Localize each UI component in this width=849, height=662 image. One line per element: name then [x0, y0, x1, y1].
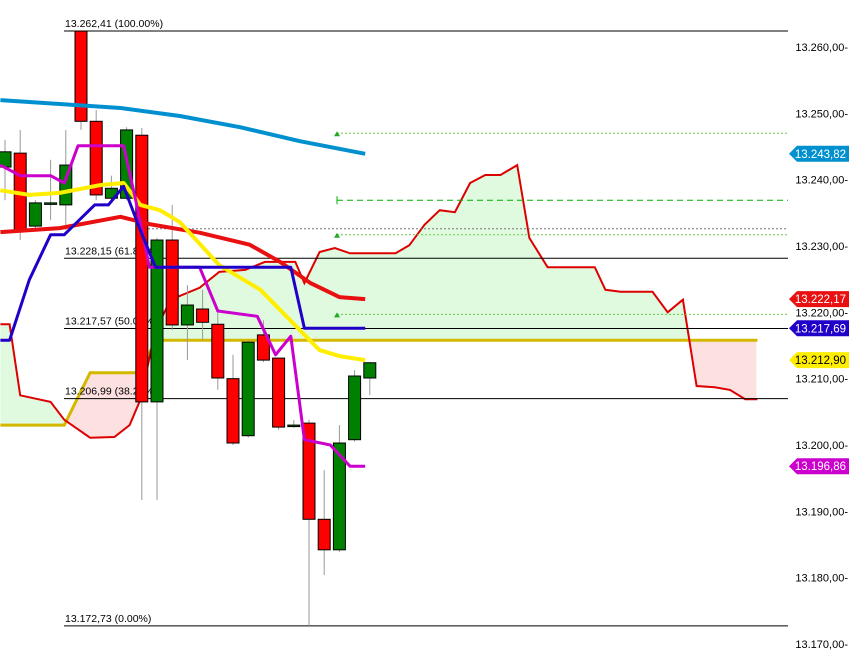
- indicator-line: [0, 214, 366, 302]
- indicator-line: [0, 184, 366, 342]
- triangle-up-icon: [334, 312, 340, 318]
- indicator-lines: [0, 98, 366, 468]
- price-axis: 13.260,00- 13.250,00- 13.240,00- 13.230,00-…: [795, 42, 848, 651]
- price-tag-label: 13.243,82: [795, 149, 846, 161]
- price-tag: [789, 352, 849, 369]
- candle-bearish: [196, 308, 210, 323]
- candle-bullish: [241, 341, 255, 437]
- price-tag: [789, 145, 849, 162]
- price-tag: [789, 320, 849, 337]
- triangle-up-icon: [334, 131, 340, 137]
- y-tick-label: 13.240,00-: [795, 175, 848, 187]
- candle-bearish: [211, 323, 225, 379]
- candle-bearish: [135, 134, 149, 403]
- candle-bearish: [272, 357, 286, 428]
- fib-level-label: 13.228,15 (61.80%): [65, 245, 157, 257]
- candle-bullish: [363, 362, 377, 379]
- y-tick-label: 13.180,00-: [795, 573, 848, 585]
- y-tick-label: 13.220,00-: [795, 307, 848, 319]
- y-tick-label: 13.190,00-: [795, 506, 848, 518]
- y-tick-label: 13.200,00-: [795, 440, 848, 452]
- indicator-line: [0, 181, 366, 363]
- candle-bullish: [332, 442, 346, 551]
- candle-bearish: [256, 334, 270, 361]
- candle-bullish: [348, 375, 362, 441]
- candles: [0, 30, 377, 626]
- candle-bullish: [180, 304, 194, 326]
- y-tick-label: 13.210,00-: [795, 374, 848, 386]
- candle-bullish: [150, 239, 164, 403]
- senkou-span-a-line: [0, 163, 758, 439]
- ichimoku-cloud: [0, 163, 758, 439]
- candle-bearish: [89, 120, 103, 196]
- price-tags: 13.243,82 13.222,17 13.212,90 13.196,86 13.2…: [789, 145, 849, 475]
- candle-bearish: [74, 30, 88, 122]
- y-tick-label: 13.260,00-: [795, 42, 848, 54]
- candle-bullish: [28, 202, 42, 227]
- y-tick-label: 13.170,00-: [795, 639, 848, 651]
- price-tag: [789, 458, 849, 475]
- candle-bearish: [317, 518, 331, 551]
- triangle-up-icon: [334, 232, 340, 238]
- y-tick-label: 13.230,00-: [795, 241, 848, 253]
- fib-level-label: 13.262,41 (100.00%): [65, 18, 163, 30]
- price-tag-label: 13.217,69: [795, 323, 846, 335]
- candle-bearish: [165, 239, 179, 326]
- price-tag-label: 13.222,17: [795, 294, 846, 306]
- fib-level-label: 13.172,73 (0.00%): [65, 613, 151, 625]
- price-tag: [789, 291, 849, 308]
- indicator-line: [0, 98, 366, 156]
- fib-level-label: 13.217,57 (50.00%): [65, 315, 157, 327]
- candle-bearish: [226, 378, 240, 444]
- y-tick-label: 13.250,00-: [795, 108, 848, 120]
- candle-bullish: [287, 424, 301, 428]
- candle-bullish: [44, 202, 58, 205]
- cloud-bullish-fill: [0, 165, 757, 426]
- senkou-span-b-line: [0, 338, 758, 427]
- horizontal-levels: [140, 131, 788, 318]
- price-tag-label: 13.196,86: [795, 461, 846, 473]
- candle-bearish: [302, 422, 316, 520]
- price-tag-label: 13.212,90: [795, 355, 846, 367]
- fibonacci-retracement: 13.262,41 (100.00%) 13.228,15 (61.80%) 13.…: [64, 18, 788, 627]
- fib-level-label: 13.206,99 (38.20%): [65, 386, 157, 398]
